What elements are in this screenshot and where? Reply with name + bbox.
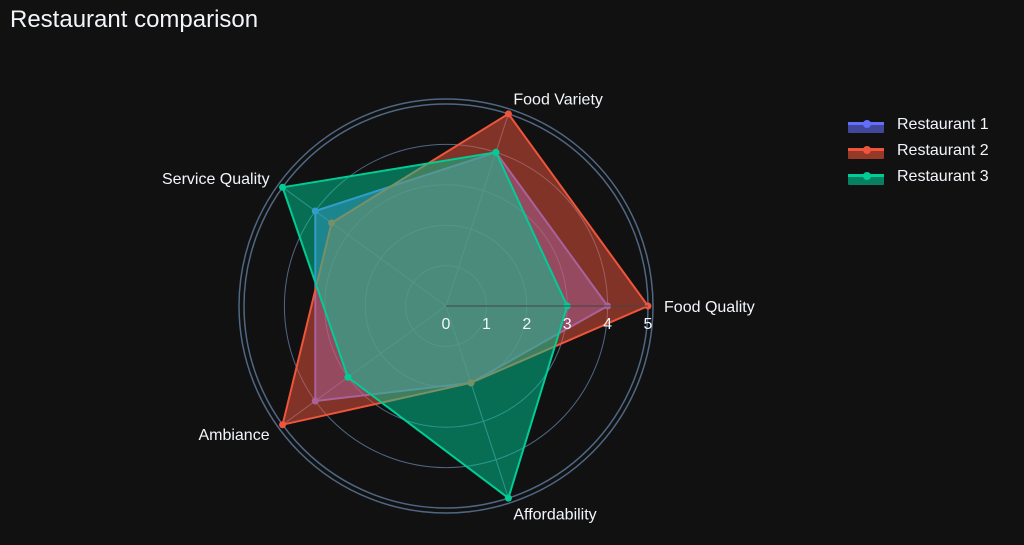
radial-tick-label: 0 [442, 316, 451, 333]
category-label: Affordability [513, 506, 596, 523]
radial-tick-label: 1 [482, 316, 491, 333]
radar-labels: 0 1 2 3 4 5 Food Quality Food Variety Service Qu… [162, 92, 755, 524]
radial-tick-label: 4 [603, 316, 612, 333]
legend-label: Restaurant 2 [897, 142, 989, 159]
data-point[interactable] [344, 373, 352, 381]
category-label: Food Quality [664, 299, 755, 316]
outer-frame-circle [238, 98, 654, 514]
radial-tick-label: 5 [644, 316, 653, 333]
legend: Restaurant 1 Restaurant 2 Restaurant 3 [846, 112, 989, 190]
series-3 [279, 148, 571, 502]
chart-title: Restaurant comparison [10, 6, 259, 33]
legend-label: Restaurant 3 [897, 168, 989, 185]
data-point[interactable] [504, 110, 512, 118]
legend-item-restaurant-3[interactable]: Restaurant 3 [846, 164, 989, 190]
category-label: Ambiance [198, 427, 269, 444]
legend-swatch [846, 143, 886, 159]
legend-swatch [846, 117, 886, 133]
data-point[interactable] [492, 148, 500, 156]
radar-series [279, 110, 652, 502]
data-point[interactable] [504, 494, 512, 502]
legend-item-restaurant-1[interactable]: Restaurant 1 [846, 112, 989, 138]
radial-tick-label: 3 [563, 316, 572, 333]
category-label: Food Variety [513, 92, 603, 109]
legend-label: Restaurant 1 [897, 116, 989, 133]
radial-tick-label: 2 [522, 316, 531, 333]
legend-swatch [846, 169, 886, 185]
category-label: Service Quality [162, 171, 270, 188]
series-area[interactable] [281, 151, 569, 500]
legend-item-restaurant-2[interactable]: Restaurant 2 [846, 138, 989, 164]
data-point[interactable] [279, 183, 287, 191]
data-point[interactable] [279, 421, 287, 429]
